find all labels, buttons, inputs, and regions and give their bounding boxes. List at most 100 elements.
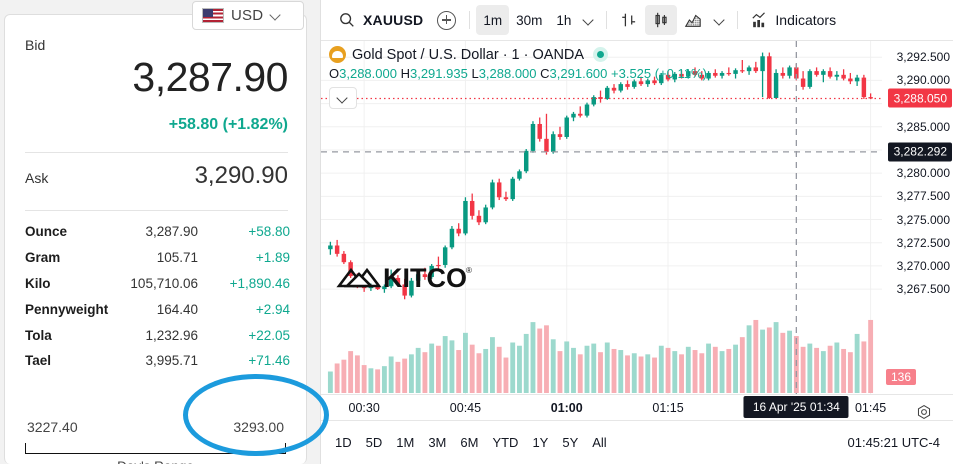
unit-name: Gram (25, 250, 61, 266)
unit-change: +58.80 (248, 224, 290, 240)
chart-legend: Gold Spot / U.S. Dollar · 1 · OANDA O 3,2… (329, 46, 707, 109)
timeframe-30m-button[interactable]: 30m (509, 5, 549, 35)
bid-change: +58.80 (+1.82%) (168, 116, 288, 133)
table-row: Tael 3,995.71 +71.46 (25, 348, 290, 374)
ohlc-readout: O3,288.000 H3,291.935 L3,288.000 C3,291.… (329, 66, 707, 81)
table-row: Ounce 3,287.90 +58.80 (25, 219, 290, 245)
bar-chart-icon (622, 13, 636, 27)
symbol-search-button[interactable]: XAUUSD (331, 5, 430, 35)
chevron-down-icon (582, 13, 596, 27)
timeframe-label: 1h (556, 12, 572, 28)
candlestick-svg (321, 41, 882, 394)
range-button-1d[interactable]: 1D (335, 435, 352, 450)
area-chart-icon (685, 14, 702, 27)
unit-price: 164.40 (156, 301, 198, 317)
price-tick: 3,292.500 (896, 50, 950, 65)
ohlc-h-value: 3,291.935 (409, 66, 468, 81)
kitco-watermark: KITCO ® (335, 256, 475, 301)
chevron-down-icon (336, 91, 350, 105)
price-tick: 3,277.500 (896, 189, 950, 204)
time-axis[interactable]: 00:30 00:45 01:00 01:15 01:45 16 Apr '25 01:… (321, 394, 953, 420)
price-tick: 3,280.000 (896, 166, 950, 181)
timeframe-1h-button[interactable]: 1h (549, 5, 578, 35)
ohlc-l-value: 3,288.000 (478, 66, 537, 81)
gold-quote-panel: USD Bid 3,287.90 +58.80 (+1.82%) Ask 3,2… (4, 1, 307, 464)
us-flag-icon (202, 8, 224, 23)
timeframe-1m-button[interactable]: 1m (476, 5, 510, 35)
price-tick: 3,272.500 (896, 235, 950, 250)
ohlc-c-value: 3,291.600 (549, 66, 608, 81)
add-symbol-button[interactable] (430, 5, 463, 35)
divider (25, 210, 288, 211)
chart-plot-area[interactable]: KITCO ® (321, 41, 882, 394)
price-tick: 3,267.500 (896, 282, 950, 297)
chart-type-dropdown-button[interactable] (709, 5, 731, 35)
bid-label: Bid (25, 37, 46, 53)
unit-change: +22.05 (248, 327, 290, 343)
session-clock: 01:45:21 UTC-4 (847, 435, 941, 450)
instrument-title: Gold Spot / U.S. Dollar · 1 · OANDA (352, 46, 585, 63)
time-tick: 00:45 (449, 401, 482, 415)
price-tick: 3,285.000 (896, 119, 950, 134)
ohlc-h-label: H (400, 66, 410, 81)
unit-name: Kilo (25, 275, 51, 291)
currency-selector[interactable]: USD (192, 1, 304, 30)
days-range-low: 3227.40 (27, 419, 78, 435)
days-range-high: 3293.00 (233, 419, 284, 435)
range-button-6m[interactable]: 6M (460, 435, 479, 450)
unit-name: Tael (25, 353, 52, 369)
table-row: Kilo 105,710.06 +1,890.46 (25, 271, 290, 297)
range-button-1y[interactable]: 1Y (532, 435, 549, 450)
time-tick: 00:30 (348, 401, 380, 415)
price-tick: 3,270.000 (896, 258, 950, 273)
range-button-5d[interactable]: 5D (365, 435, 383, 450)
legend-collapse-button[interactable] (329, 87, 357, 109)
ohlc-c-label: C (540, 66, 550, 81)
chevron-down-icon (713, 13, 727, 27)
table-row: Gram 105.71 +1.89 (25, 245, 290, 271)
ohlc-l-label: L (471, 66, 479, 81)
indicators-icon (752, 12, 766, 28)
indicators-label: Indicators (775, 12, 837, 28)
unit-name: Ounce (25, 224, 68, 240)
area-chart-type-button[interactable] (677, 5, 709, 35)
price-tick: 3,275.000 (896, 212, 950, 227)
candlestick-chart-type-button[interactable] (645, 5, 678, 35)
crosshair-time-badge: 16 Apr '25 01:34 (743, 396, 849, 418)
range-button-all[interactable]: All (592, 435, 607, 450)
last-price-badge: 3,288.050 (887, 88, 952, 108)
indicators-button[interactable]: Indicators (744, 5, 843, 35)
time-tick: 01:00 (550, 401, 583, 415)
plus-circle-icon (437, 10, 457, 30)
range-button-5y[interactable]: 5Y (562, 435, 579, 450)
tradingview-chart-panel: XAUUSD 1m 30m 1h (320, 0, 953, 464)
divider (606, 11, 608, 29)
ask-label: Ask (25, 170, 49, 186)
volume-badge: 136 (885, 369, 916, 385)
range-button-1m[interactable]: 1M (396, 435, 415, 450)
unit-price: 3,995.71 (145, 353, 198, 369)
chart-footer: 1D 5D 1M 3M 6M YTD 1Y 5Y All 01:45:21 UTC-4 (321, 420, 953, 464)
bid-price: 3,287.90 (132, 54, 288, 100)
table-row: Tola 1,232.96 +22.05 (25, 322, 290, 348)
candlestick-icon (655, 12, 668, 28)
time-tick: 01:15 (652, 401, 684, 415)
ohlc-o-label: O (329, 66, 340, 81)
unit-name: Tola (25, 327, 52, 343)
price-axis[interactable]: 3,292.500 3,290.000 3,285.000 3,280.000 3,27… (882, 41, 953, 420)
unit-name: Pennyweight (25, 301, 109, 317)
table-row: Pennyweight 164.40 +2.94 (25, 296, 290, 322)
unit-price: 3,287.90 (145, 224, 198, 240)
timeframe-dropdown-button[interactable] (578, 5, 600, 35)
svg-text:KITCO: KITCO (383, 263, 467, 293)
ask-price: 3,290.90 (194, 162, 288, 189)
gear-icon[interactable] (916, 404, 932, 420)
days-range-caption: Day's Range (5, 459, 306, 464)
gold-bar-icon (329, 46, 346, 63)
range-button-ytd[interactable]: YTD (492, 435, 519, 450)
range-button-3m[interactable]: 3M (428, 435, 447, 450)
unit-price: 1,232.96 (145, 327, 198, 343)
unit-change: +1,890.46 (229, 275, 290, 291)
bar-chart-type-button[interactable] (613, 5, 645, 35)
